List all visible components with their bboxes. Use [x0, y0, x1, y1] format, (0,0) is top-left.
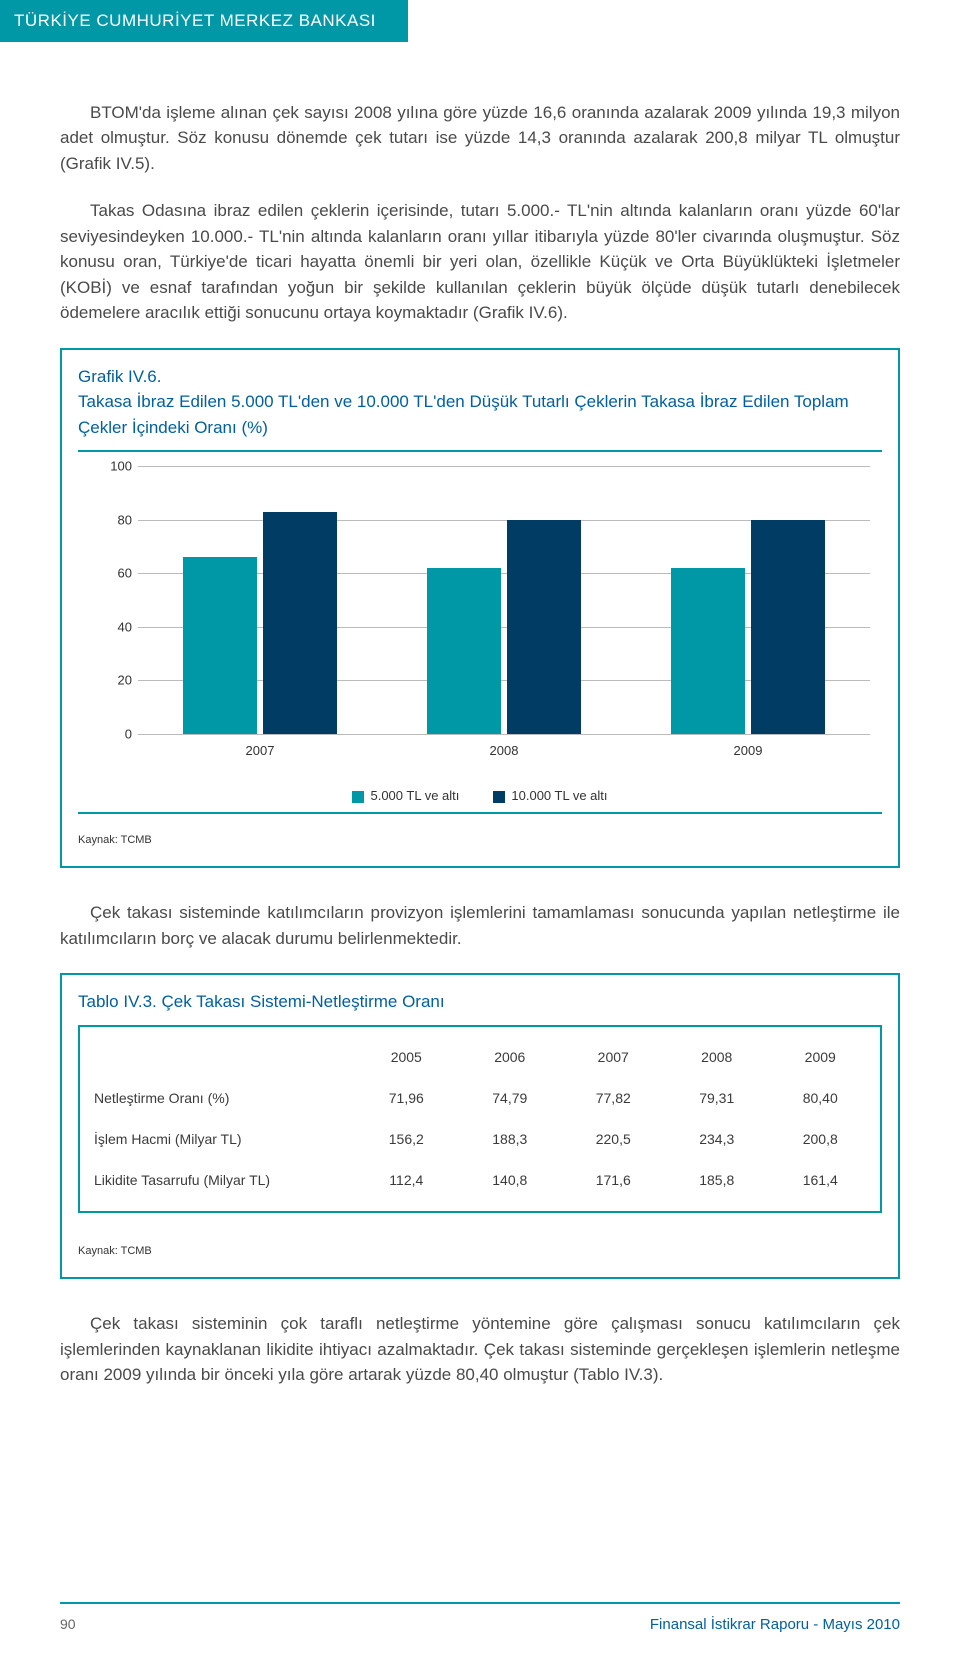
report-header: TÜRKİYE CUMHURİYET MERKEZ BANKASI [0, 0, 408, 42]
table-cell: 171,6 [562, 1160, 665, 1201]
chart-plot-area: 0 20 40 60 80 100 2007 2008 2009 5.000 TL ve alt… [78, 450, 882, 814]
chart-y-tick: 20 [98, 671, 132, 691]
table-header-cell: 2005 [355, 1037, 458, 1078]
footer-divider [60, 1602, 900, 1604]
chart-x-tick: 2007 [246, 741, 275, 761]
chart-y-tick: 80 [98, 510, 132, 530]
table-source: Kaynak: TCMB [78, 1243, 882, 1260]
table-cell: İşlem Hacmi (Milyar TL) [88, 1119, 355, 1160]
table-title: Tablo IV.3. Çek Takası Sistemi-Netleştir… [78, 989, 882, 1015]
chart-legend: 5.000 TL ve altı 10.000 TL ve altı [82, 786, 878, 806]
table-header-cell: 2009 [768, 1037, 872, 1078]
legend-item: 5.000 TL ve altı [352, 786, 459, 806]
paragraph-4: Çek takası sisteminin çok taraflı netleş… [60, 1311, 900, 1388]
chart-panel: Grafik IV.6. Takasa İbraz Edilen 5.000 T… [60, 348, 900, 869]
table-cell: 185,8 [665, 1160, 768, 1201]
chart-canvas: 0 20 40 60 80 100 2007 2008 2009 [82, 458, 878, 778]
chart-bar [183, 557, 257, 734]
chart-y-tick: 60 [98, 563, 132, 583]
table-header-row: 20052006200720082009 [88, 1037, 872, 1078]
chart-bar-group [427, 520, 581, 734]
table-cell: 71,96 [355, 1078, 458, 1119]
chart-bar [263, 512, 337, 734]
legend-swatch [352, 791, 364, 803]
table-header-cell: 2008 [665, 1037, 768, 1078]
legend-item: 10.000 TL ve altı [493, 786, 607, 806]
table-cell: 77,82 [562, 1078, 665, 1119]
chart-bars-row [138, 466, 870, 734]
legend-label: 10.000 TL ve altı [511, 788, 607, 803]
table-header-cell: 2007 [562, 1037, 665, 1078]
table-cell: 156,2 [355, 1119, 458, 1160]
paragraph-3: Çek takası sisteminde katılımcıların pro… [60, 900, 900, 951]
table-cell: 112,4 [355, 1160, 458, 1201]
table-cell: 220,5 [562, 1119, 665, 1160]
table-header-cell [88, 1037, 355, 1078]
page: { "header": { "org": "TÜRKİYE CUMHURİYET… [0, 0, 960, 1670]
publication-name: Finansal İstikrar Raporu - Mayıs 2010 [650, 1614, 900, 1637]
page-number: 90 [60, 1614, 76, 1637]
chart-x-tick: 2008 [490, 741, 519, 761]
netting-table: 20052006200720082009Netleştirme Oranı (%… [88, 1037, 872, 1201]
table-row: Netleştirme Oranı (%)71,9674,7977,8279,3… [88, 1078, 872, 1119]
chart-bar [671, 568, 745, 734]
table-cell: 140,8 [458, 1160, 561, 1201]
table-row: Likidite Tasarrufu (Milyar TL)112,4140,8… [88, 1160, 872, 1201]
chart-gridline [138, 734, 870, 735]
table-header-cell: 2006 [458, 1037, 561, 1078]
paragraph-2: Takas Odasına ibraz edilen çeklerin içer… [60, 198, 900, 326]
chart-y-tick: 0 [98, 724, 132, 744]
chart-title: Grafik IV.6. Takasa İbraz Edilen 5.000 T… [78, 364, 882, 441]
table-cell: 188,3 [458, 1119, 561, 1160]
table-cell: 200,8 [768, 1119, 872, 1160]
table-panel: Tablo IV.3. Çek Takası Sistemi-Netleştir… [60, 973, 900, 1279]
chart-bar-group [183, 512, 337, 734]
table-frame: 20052006200720082009Netleştirme Oranı (%… [78, 1025, 882, 1213]
chart-x-tick: 2009 [734, 741, 763, 761]
chart-source: Kaynak: TCMB [78, 832, 882, 849]
page-footer: 90 Finansal İstikrar Raporu - Mayıs 2010 [0, 1602, 960, 1637]
page-content: BTOM'da işleme alınan çek sayısı 2008 yı… [0, 42, 960, 1388]
table-cell: Likidite Tasarrufu (Milyar TL) [88, 1160, 355, 1201]
chart-bar [507, 520, 581, 734]
table-cell: 80,40 [768, 1078, 872, 1119]
chart-bar [751, 520, 825, 734]
chart-y-tick: 40 [98, 617, 132, 637]
table-cell: Netleştirme Oranı (%) [88, 1078, 355, 1119]
legend-label: 5.000 TL ve altı [370, 788, 459, 803]
chart-x-labels: 2007 2008 2009 [138, 741, 870, 761]
chart-bar [427, 568, 501, 734]
table-cell: 161,4 [768, 1160, 872, 1201]
chart-title-line2: Takasa İbraz Edilen 5.000 TL'den ve 10.0… [78, 392, 849, 437]
paragraph-1: BTOM'da işleme alınan çek sayısı 2008 yı… [60, 100, 900, 177]
table-row: İşlem Hacmi (Milyar TL)156,2188,3220,523… [88, 1119, 872, 1160]
chart-title-line1: Grafik IV.6. [78, 367, 161, 386]
chart-bar-group [671, 520, 825, 734]
table-cell: 234,3 [665, 1119, 768, 1160]
chart-y-tick: 100 [98, 456, 132, 476]
table-cell: 74,79 [458, 1078, 561, 1119]
legend-swatch [493, 791, 505, 803]
table-cell: 79,31 [665, 1078, 768, 1119]
org-name: TÜRKİYE CUMHURİYET MERKEZ BANKASI [14, 11, 376, 30]
